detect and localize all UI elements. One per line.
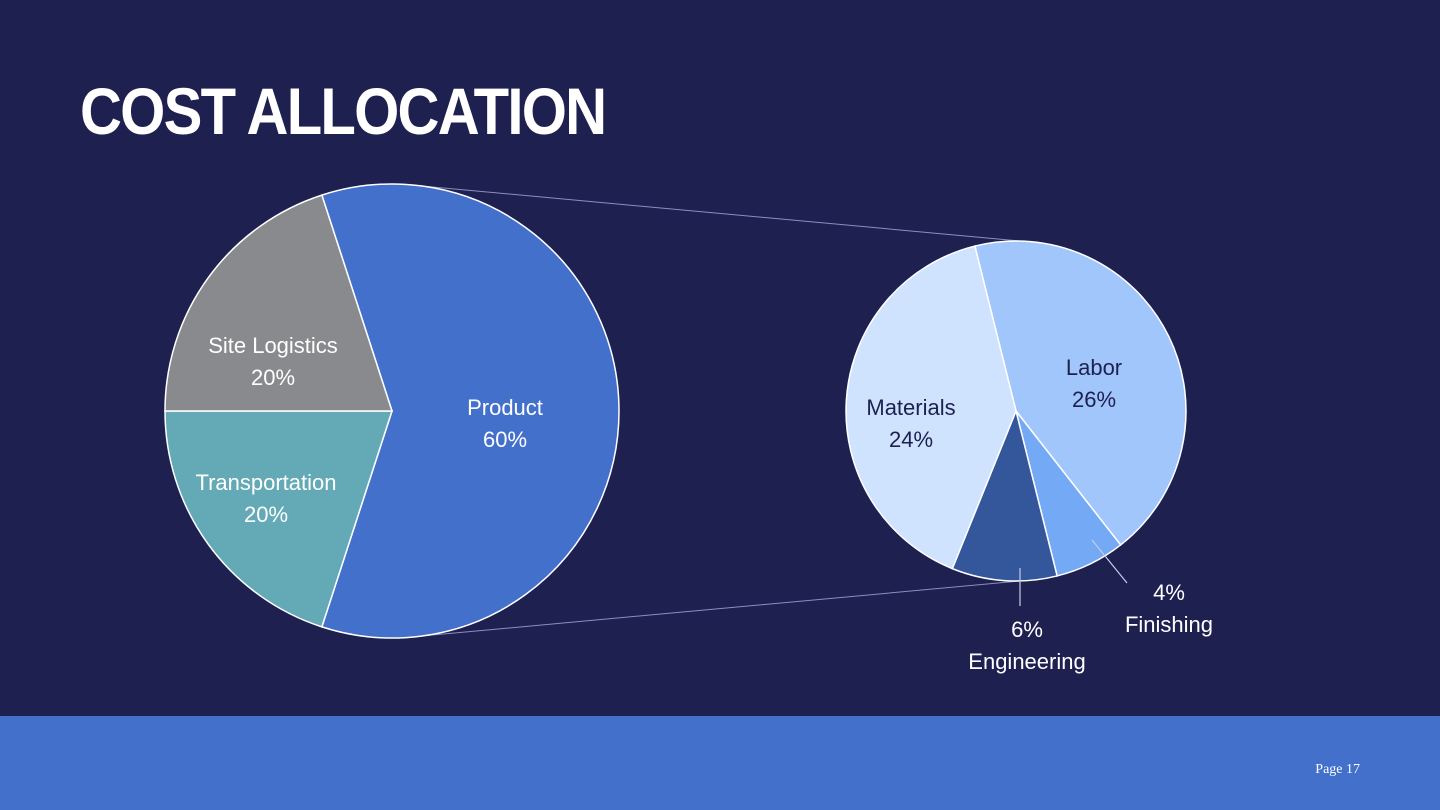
page-number: Page 17 bbox=[1315, 762, 1360, 777]
main-pie-slice-site-logistics bbox=[164, 194, 394, 412]
main-pie-slice-product bbox=[320, 183, 620, 639]
detail-pie-label-finishing: 4% Finishing bbox=[1125, 580, 1213, 637]
detail-pie-slice-engineering bbox=[951, 408, 1059, 582]
main-pie-label-site-logistics: Site Logistics 20% bbox=[208, 333, 338, 390]
leader-line-finishing bbox=[1091, 539, 1128, 584]
main-pie-slice-transportation bbox=[164, 410, 394, 628]
main-pie-label-product: Product 60% bbox=[467, 395, 543, 452]
connector-line-top bbox=[399, 183, 1021, 242]
detail-pie-label-labor: Labor 26% bbox=[1066, 355, 1122, 412]
footer-band: Page 17 bbox=[0, 716, 1440, 810]
main-pie-label-transportation: Transportation 20% bbox=[195, 470, 336, 527]
detail-pie-slice-labor bbox=[973, 240, 1187, 547]
detail-pie-slice-materials bbox=[845, 245, 1017, 570]
detail-pie-label-engineering: 6% Engineering bbox=[968, 617, 1085, 674]
pie-of-pie-chart: Product 60% Transportation 20% Site Logistic… bbox=[164, 183, 1213, 674]
connector-line-bottom bbox=[399, 580, 1021, 639]
detail-pie-label-materials: Materials 24% bbox=[866, 395, 955, 452]
slide-title: COST ALLOCATION bbox=[80, 74, 607, 148]
